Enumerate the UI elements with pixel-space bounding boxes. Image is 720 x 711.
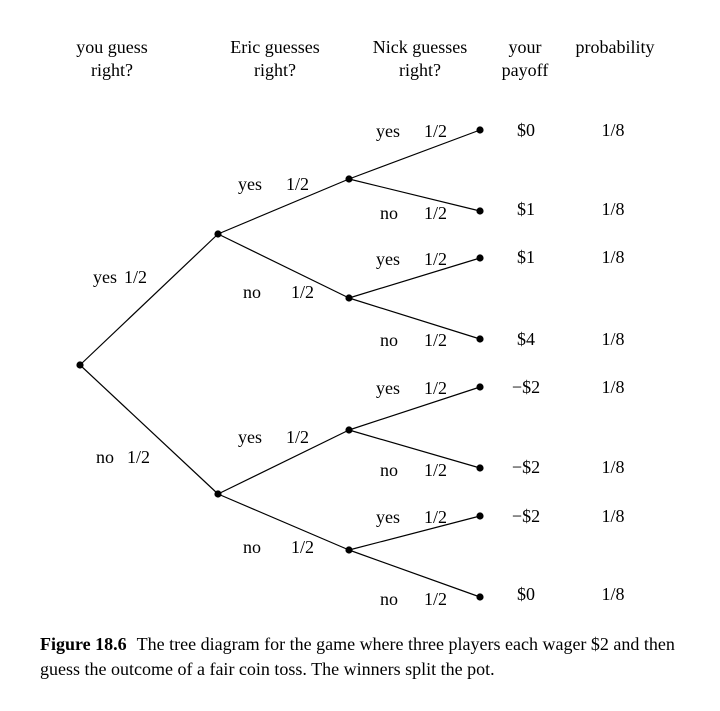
tree-node	[345, 426, 353, 434]
probability-value: 1/8	[601, 377, 624, 397]
header-probability: probability	[575, 37, 655, 57]
edge-eric-yes	[217, 178, 350, 235]
branch-answer: yes	[376, 249, 400, 269]
edge-you-yes	[79, 233, 219, 366]
header-eric-guesses: Eric guesses right?	[230, 37, 320, 80]
header-you-guess: you guess right?	[76, 37, 148, 80]
branch-probability: 1/2	[424, 460, 447, 480]
payoff-value: $1	[517, 199, 535, 219]
payoff-value: −$2	[512, 377, 540, 397]
branch-probability: 1/2	[127, 447, 150, 467]
tree-node	[214, 230, 222, 238]
payoff-value: −$2	[512, 457, 540, 477]
probability-value: 1/8	[601, 120, 624, 140]
tree-node	[214, 490, 222, 498]
branch-answer: no	[380, 589, 398, 609]
branch-probability: 1/2	[291, 537, 314, 557]
probability-value: 1/8	[601, 199, 624, 219]
probability-value: 1/8	[601, 506, 624, 526]
branch-probability: 1/2	[286, 174, 309, 194]
edge-nick-yes	[348, 386, 481, 431]
branch-answer: no	[243, 282, 261, 302]
payoff-value: −$2	[512, 506, 540, 526]
branch-probability: 1/2	[424, 121, 447, 141]
branch-answer: yes	[376, 507, 400, 527]
branch-probability: 1/2	[291, 282, 314, 302]
tree-node	[345, 294, 353, 302]
edge-nick-no	[348, 178, 481, 212]
edge-eric-yes	[217, 429, 350, 495]
branch-probability: 1/2	[424, 330, 447, 350]
branch-answer: yes	[93, 267, 117, 287]
payoff-value: $1	[517, 247, 535, 267]
caption-text: The tree diagram for the game where thre…	[40, 634, 675, 679]
branch-probability: 1/2	[286, 427, 309, 447]
branch-answer: yes	[376, 378, 400, 398]
header-nick-guesses: Nick guesses right?	[372, 37, 468, 80]
leaf-node	[476, 126, 484, 134]
leaf-node	[476, 464, 484, 472]
branch-probability: 1/2	[124, 267, 147, 287]
edge-nick-no	[348, 429, 481, 469]
header-payoff: your payoff	[501, 37, 549, 80]
edge-nick-no	[348, 549, 481, 598]
edge-nick-yes	[348, 515, 481, 551]
figure-caption: Figure 18.6 The tree diagram for the game…	[40, 632, 700, 682]
leaf-node	[476, 254, 484, 262]
branch-answer: no	[380, 460, 398, 480]
tree-diagram: yes 1/2 no 1/2 yes 1/2 no 1/2 yes 1/2 no 1/2 yes 1/2 n…	[76, 120, 625, 609]
branch-probability: 1/2	[424, 203, 447, 223]
payoff-value: $0	[517, 120, 535, 140]
leaf-node	[476, 512, 484, 520]
tree-node	[345, 546, 353, 554]
branch-probability: 1/2	[424, 589, 447, 609]
edge-you-no	[79, 364, 219, 495]
branch-answer: yes	[376, 121, 400, 141]
payoff-value: $0	[517, 584, 535, 604]
leaf-node	[476, 593, 484, 601]
leaf-node	[476, 383, 484, 391]
edge-nick-no	[348, 297, 481, 340]
branch-probability: 1/2	[424, 378, 447, 398]
probability-value: 1/8	[601, 457, 624, 477]
probability-value: 1/8	[601, 329, 624, 349]
leaf-node	[476, 207, 484, 215]
branch-answer: yes	[238, 427, 262, 447]
branch-answer: yes	[238, 174, 262, 194]
branch-probability: 1/2	[424, 249, 447, 269]
branch-answer: no	[380, 330, 398, 350]
edge-eric-no	[217, 493, 350, 551]
probability-value: 1/8	[601, 584, 624, 604]
probability-value: 1/8	[601, 247, 624, 267]
caption-label: Figure 18.6	[40, 634, 127, 654]
branch-answer: no	[243, 537, 261, 557]
payoff-value: $4	[517, 329, 535, 349]
root-node	[76, 361, 84, 369]
branch-answer: no	[96, 447, 114, 467]
edge-nick-yes	[348, 129, 481, 180]
leaf-node	[476, 335, 484, 343]
edge-eric-no	[217, 233, 350, 299]
tree-node	[345, 175, 353, 183]
branch-probability: 1/2	[424, 507, 447, 527]
branch-answer: no	[380, 203, 398, 223]
edge-nick-yes	[348, 257, 481, 299]
